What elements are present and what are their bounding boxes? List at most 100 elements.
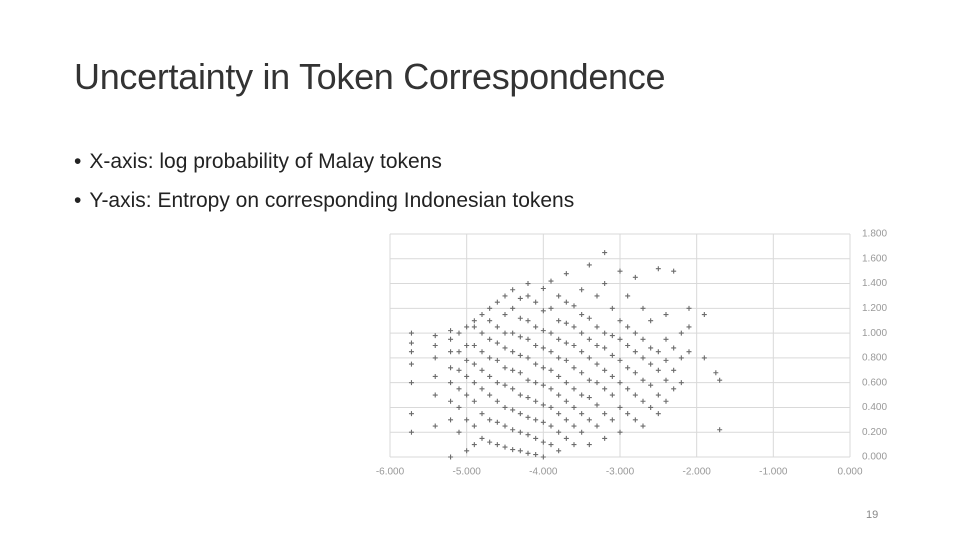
point: [640, 355, 646, 361]
point: [678, 380, 684, 386]
point: [548, 442, 554, 448]
point: [556, 411, 562, 417]
point: [671, 345, 677, 351]
point: [510, 287, 516, 293]
point: [671, 268, 677, 274]
point: [510, 407, 516, 413]
point: [494, 299, 500, 305]
x-tick-label: -3.000: [606, 467, 635, 478]
point: [571, 442, 577, 448]
point: [487, 355, 493, 361]
point: [540, 402, 546, 408]
point: [432, 423, 438, 429]
point: [609, 352, 615, 358]
point: [602, 435, 608, 441]
point: [533, 380, 539, 386]
point: [502, 382, 508, 388]
point: [663, 398, 669, 404]
point: [408, 361, 414, 367]
point: [586, 355, 592, 361]
point: [648, 382, 654, 388]
point: [571, 386, 577, 392]
y-tick-label: 1.200: [862, 303, 887, 314]
point: [517, 352, 523, 358]
point: [571, 423, 577, 429]
point: [525, 395, 531, 401]
y-tick-label: 0.600: [862, 377, 887, 388]
point: [632, 274, 638, 280]
point: [586, 262, 592, 268]
x-tick-label: -4.000: [529, 467, 558, 478]
point: [525, 318, 531, 324]
point: [571, 343, 577, 348]
point: [502, 293, 508, 299]
point: [563, 380, 569, 386]
point: [609, 417, 615, 423]
point: [510, 386, 516, 392]
point: [517, 334, 523, 340]
point: [408, 349, 414, 355]
point: [540, 439, 546, 445]
point: [510, 305, 516, 311]
point: [456, 330, 462, 336]
point: [602, 411, 608, 417]
point: [701, 312, 707, 318]
point: [655, 266, 661, 272]
point: [533, 417, 539, 423]
point: [602, 386, 608, 392]
point: [632, 417, 638, 423]
point: [671, 386, 677, 392]
point: [678, 355, 684, 361]
y-tick-label: 1.600: [862, 253, 887, 264]
x-tick-label: 0.000: [837, 467, 862, 478]
point: [663, 357, 669, 363]
point: [471, 324, 477, 330]
point: [533, 324, 539, 330]
point: [579, 429, 585, 435]
point: [525, 432, 531, 438]
point: [556, 318, 562, 324]
point: [663, 312, 669, 318]
point: [408, 380, 414, 386]
point: [563, 299, 569, 305]
point: [609, 333, 615, 339]
point: [487, 439, 493, 445]
y-tick-label: 0.400: [862, 402, 887, 413]
point: [487, 305, 493, 311]
point: [556, 336, 562, 342]
point: [540, 308, 546, 314]
point: [479, 349, 485, 355]
point: [579, 330, 585, 336]
point: [571, 404, 577, 410]
point: [525, 336, 531, 342]
point: [540, 419, 546, 425]
point: [494, 419, 500, 425]
point: [464, 343, 470, 348]
point: [517, 411, 523, 417]
point: [617, 268, 623, 274]
point: [594, 361, 600, 367]
point: [617, 429, 623, 435]
point: [556, 293, 562, 299]
point: [448, 417, 454, 423]
point: [479, 386, 485, 392]
point: [408, 330, 414, 336]
point: [586, 377, 592, 383]
point: [686, 305, 692, 311]
point: [579, 392, 585, 398]
point: [586, 336, 592, 342]
y-tick-label: 0.000: [862, 452, 887, 463]
point: [609, 392, 615, 398]
point: [648, 345, 654, 351]
point: [525, 281, 531, 287]
point: [617, 357, 623, 363]
point: [432, 333, 438, 339]
point: [563, 271, 569, 277]
x-tick-label: -6.000: [376, 467, 405, 478]
point: [625, 365, 631, 371]
point: [563, 320, 569, 326]
point: [510, 447, 516, 453]
point: [479, 367, 485, 373]
point: [648, 361, 654, 367]
point: [448, 336, 454, 342]
